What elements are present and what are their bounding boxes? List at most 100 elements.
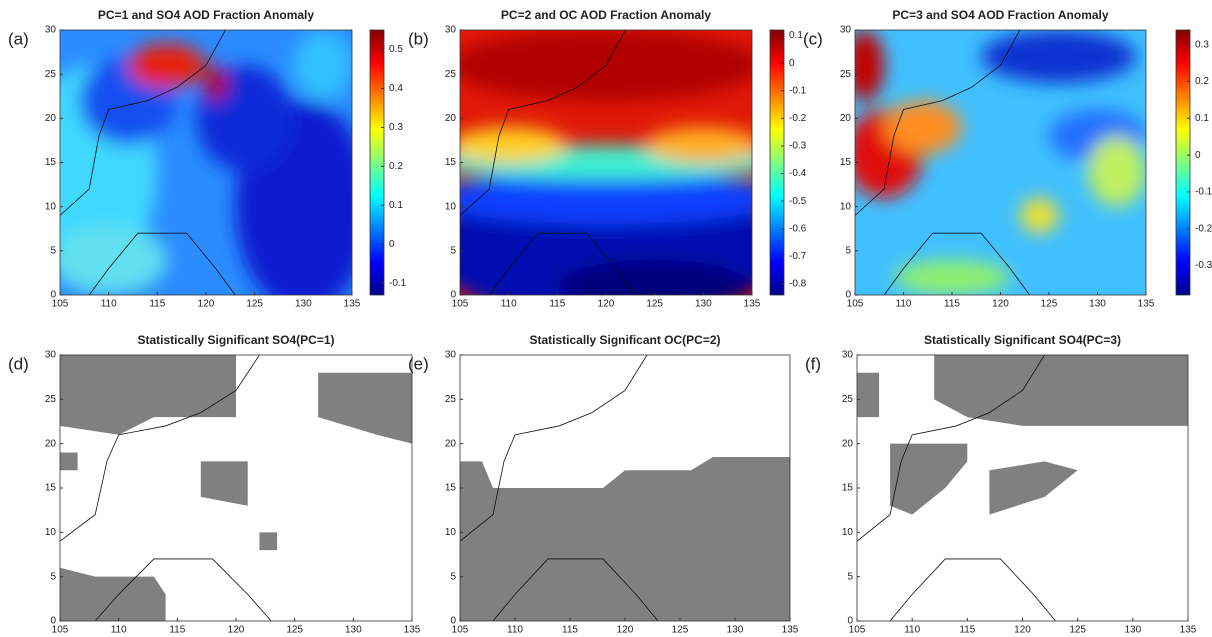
x-tick-label: 110 [507,625,523,636]
y-tick-label: 10 [45,201,57,212]
field-blobs [60,30,352,295]
significance-region [857,372,880,418]
y-tick-label: 30 [45,25,57,36]
x-tick-label: 115 [149,299,165,310]
colorbar-tick-label: -0.5 [789,196,807,207]
x-tick-label: 105 [52,299,69,310]
colorbar-tick-label: -0.3 [1195,260,1212,271]
field-blob [644,127,752,163]
colorbar-tick-label: -0.8 [789,279,807,290]
colorbar-tick-label: 0 [789,58,795,69]
panel-title: PC=3 and SO4 AOD Fraction Anomaly [892,8,1108,22]
coastline [856,354,1045,542]
colorbar-tick-label: -0.2 [789,113,807,124]
x-tick-label: 115 [169,625,185,636]
coastline [488,232,636,296]
field-blob [1087,136,1146,207]
field-blob [60,224,168,295]
coastline [889,558,1056,622]
x-tick-label: 130 [295,299,312,310]
panel-label: (f) [805,354,821,373]
x-tick-label: 120 [598,299,615,310]
panel-label: (b) [408,29,429,48]
y-tick-label: 30 [842,350,854,361]
y-tick-label: 5 [845,245,851,256]
panel-title: Statistically Significant SO4(PC=3) [924,333,1121,347]
y-tick-label: 15 [445,483,457,494]
y-tick-label: 20 [840,113,852,124]
x-tick-label: 105 [452,299,469,310]
field-blob [204,65,228,101]
x-tick-label: 125 [1041,299,1058,310]
x-tick-label: 135 [404,625,421,636]
x-tick-label: 130 [727,625,744,636]
coastline [59,29,226,216]
colorbar-tick-label: 0.1 [789,30,803,41]
x-tick-label: 110 [896,299,912,310]
x-tick-label: 110 [904,625,920,636]
y-tick-label: 15 [45,483,57,494]
x-tick-label: 125 [286,625,303,636]
panel-title: Statistically Significant OC(PC=2) [529,333,720,347]
y-tick-label: 10 [842,527,854,538]
x-tick-label: 130 [695,299,712,310]
y-tick-label: 20 [45,438,57,449]
y-tick-label: 30 [445,350,457,361]
y-tick-label: 15 [445,157,457,168]
colorbar-tick-label: 0.4 [389,83,403,94]
x-tick-label: 105 [849,625,866,636]
coastline [94,558,272,622]
panel: 105 110 115 120 125 130 135 0 5 10 15 20 25 30 Statist… [805,333,1197,635]
coastline [883,232,1030,296]
colorbar-tick-label: -0.2 [1195,223,1212,234]
colorbar [369,29,385,296]
field-blob [293,30,352,101]
x-tick-label: 120 [992,299,1009,310]
x-tick-label: 110 [501,299,517,310]
y-tick-label: 25 [45,394,57,405]
x-tick-label: 120 [228,625,245,636]
significance-region [460,456,790,621]
y-tick-label: 25 [45,69,57,80]
panel-title: PC=1 and SO4 AOD Fraction Anomaly [98,8,314,22]
field-blob [981,30,1137,83]
y-tick-label: 20 [842,438,854,449]
x-tick-label: 130 [345,625,362,636]
x-tick-label: 135 [1138,299,1155,310]
field-blob [893,259,1011,295]
y-tick-label: 25 [445,394,457,405]
significance-region [934,355,1188,426]
y-tick-label: 30 [45,350,57,361]
y-tick-label: 20 [45,113,57,124]
x-tick-label: 125 [672,625,689,636]
colorbar-tick-label: 0.2 [389,161,403,172]
colorbar-tick-label: -0.6 [789,223,807,234]
y-tick-label: 20 [445,438,457,449]
x-tick-label: 125 [646,299,663,310]
coastline [492,558,659,622]
x-tick-label: 115 [562,625,578,636]
x-tick-label: 120 [1014,625,1031,636]
x-tick-label: 115 [549,299,565,310]
panel-label: (c) [803,29,823,48]
significance-region [890,443,968,515]
y-tick-label: 25 [842,394,854,405]
field [460,30,752,295]
colorbar [769,29,785,296]
field-blobs [855,30,1146,295]
y-tick-label: 0 [450,290,456,301]
significance-region [989,461,1078,515]
x-tick-label: 105 [52,625,69,636]
colorbar-tick-label: 0 [1195,150,1201,161]
y-tick-label: 5 [450,245,456,256]
field [60,30,352,295]
panel: 105 110 115 120 125 130 135 0 5 10 15 20 25 30 Statist… [408,333,799,635]
x-tick-label: 125 [246,299,263,310]
field-blob [855,30,885,101]
field-blob [884,100,962,154]
y-tick-label: 20 [445,113,457,124]
coastline [88,232,236,296]
x-tick-label: 125 [1069,625,1086,636]
